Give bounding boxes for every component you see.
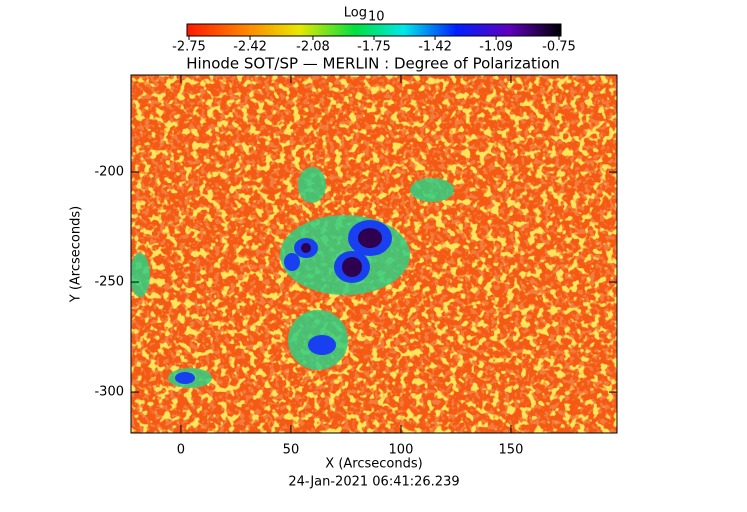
x-tick-label: 0 (177, 443, 185, 458)
x-axis-label: X (Arcseconds) (325, 457, 422, 472)
colorbar-tick-label: -1.75 (357, 40, 391, 55)
colorbar-label-sub: 10 (368, 10, 385, 25)
y-tick-label: -200 (94, 165, 124, 180)
footer: 24-Jan-2021 06:41:26.239 (288, 475, 459, 490)
colorbar-tick-label: -1.09 (479, 40, 513, 55)
plot-frame (130, 74, 618, 434)
x-tick-label: 150 (499, 443, 524, 458)
y-tick-label: -300 (94, 385, 124, 400)
colorbar (186, 23, 562, 37)
colorbar-tick-label: -1.42 (418, 40, 452, 55)
colorbar-label: Log (344, 6, 367, 21)
colorbar-tick-label: -0.75 (542, 40, 576, 55)
colorbar-tick-label: -2.08 (296, 40, 330, 55)
x-tick-label: 50 (283, 443, 300, 458)
y-axis-label: Y (Arcseconds) (69, 206, 84, 303)
chart-title: Hinode SOT/SP — MERLIN : Degree of Polar… (186, 55, 560, 73)
colorbar-tick-label: -2.75 (172, 40, 206, 55)
colorbar-tick-label: -2.42 (233, 40, 267, 55)
y-tick-label: -250 (94, 275, 124, 290)
x-tick-label: 100 (389, 443, 414, 458)
polarization-image (131, 75, 617, 433)
